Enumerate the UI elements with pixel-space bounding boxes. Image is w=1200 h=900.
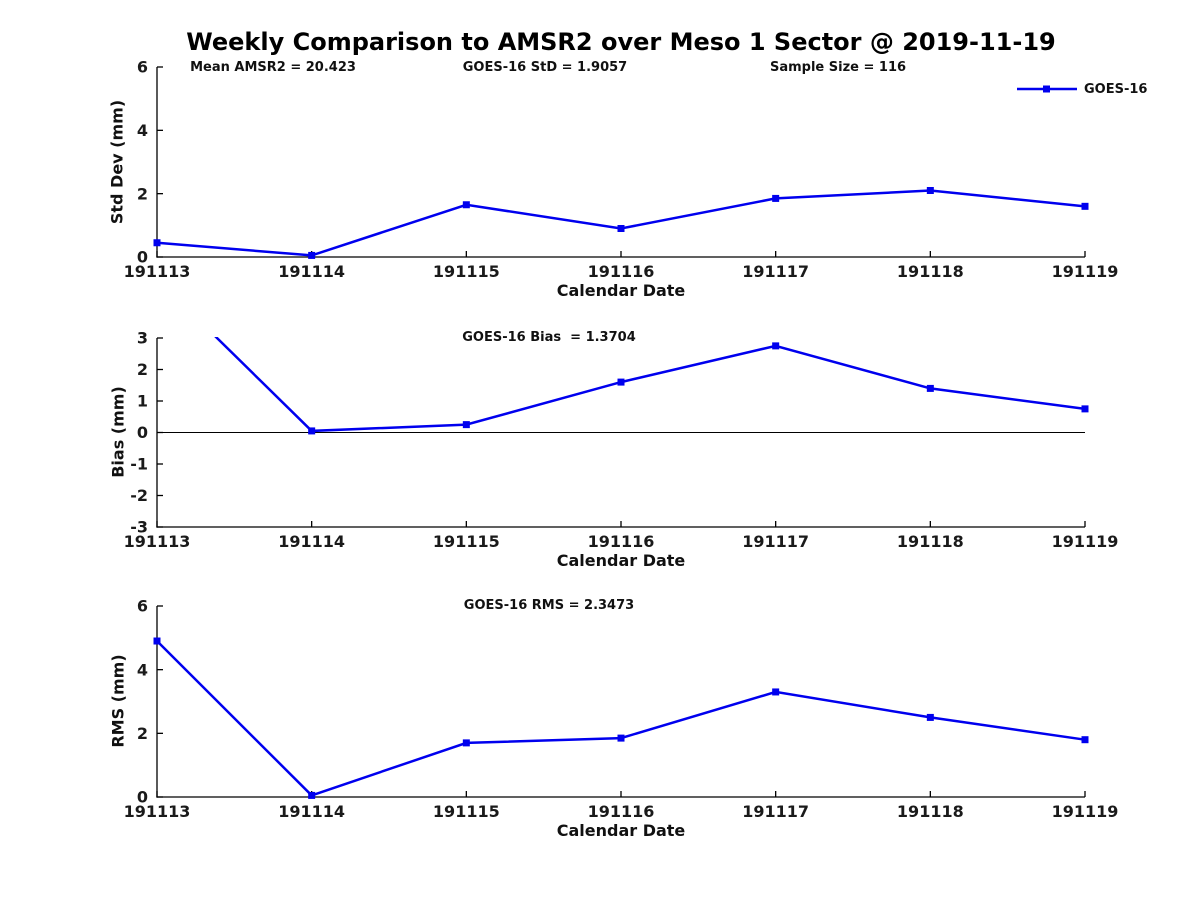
svg-text:191114: 191114 [278,802,345,821]
bias-x-axis-label: Calendar Date [556,551,686,570]
stddev-y-axis-label: Std Dev (mm) [107,99,127,225]
svg-text:2: 2 [137,360,148,379]
svg-text:191119: 191119 [1052,802,1119,821]
rms-annotation: GOES-16 RMS = 2.3473 [463,598,635,613]
legend-line-marker-icon [1017,85,1077,93]
bias-y-axis-label: Bias (mm) [108,386,128,478]
legend-label: GOES-16 [1084,81,1148,97]
svg-text:191114: 191114 [278,532,345,551]
svg-text:6: 6 [137,58,148,77]
svg-text:-3: -3 [130,518,148,537]
svg-text:-1: -1 [130,455,148,474]
svg-text:0: 0 [137,788,148,807]
svg-text:6: 6 [137,597,148,616]
svg-text:3: 3 [137,329,148,348]
svg-text:191113: 191113 [124,262,191,281]
stddev-x-axis-label: Calendar Date [556,281,686,300]
svg-text:191118: 191118 [897,802,964,821]
svg-text:2: 2 [137,184,148,203]
rms-y-axis-label: RMS (mm) [108,654,128,748]
svg-text:191117: 191117 [742,532,809,551]
svg-text:0: 0 [137,423,148,442]
figure-title: Weekly Comparison to AMSR2 over Meso 1 S… [186,28,1056,56]
svg-text:4: 4 [137,121,148,140]
svg-text:191118: 191118 [897,262,964,281]
svg-text:191113: 191113 [124,802,191,821]
svg-text:191117: 191117 [742,802,809,821]
svg-text:191116: 191116 [588,532,655,551]
svg-text:191119: 191119 [1052,262,1119,281]
svg-text:4: 4 [137,660,148,679]
svg-text:191114: 191114 [278,262,345,281]
svg-text:0: 0 [137,248,148,267]
svg-text:191116: 191116 [588,802,655,821]
svg-text:2: 2 [137,724,148,743]
stat-goes16-std: GOES-16 StD = 1.9057 [462,60,628,75]
stat-mean-amsr2: Mean AMSR2 = 20.423 [190,60,356,75]
svg-text:1: 1 [137,392,148,411]
stat-sample-size: Sample Size = 116 [769,60,907,75]
bias-annotation: GOES-16 Bias = 1.3704 [462,330,636,345]
legend: GOES-16 [1016,81,1147,97]
rms-x-axis-label: Calendar Date [556,821,686,840]
svg-text:191116: 191116 [588,262,655,281]
svg-text:191119: 191119 [1052,532,1119,551]
svg-text:191115: 191115 [433,262,500,281]
svg-text:191113: 191113 [124,532,191,551]
svg-text:191118: 191118 [897,532,964,551]
svg-text:191117: 191117 [742,262,809,281]
svg-text:191115: 191115 [433,802,500,821]
svg-text:191115: 191115 [433,532,500,551]
svg-text:-2: -2 [130,486,148,505]
